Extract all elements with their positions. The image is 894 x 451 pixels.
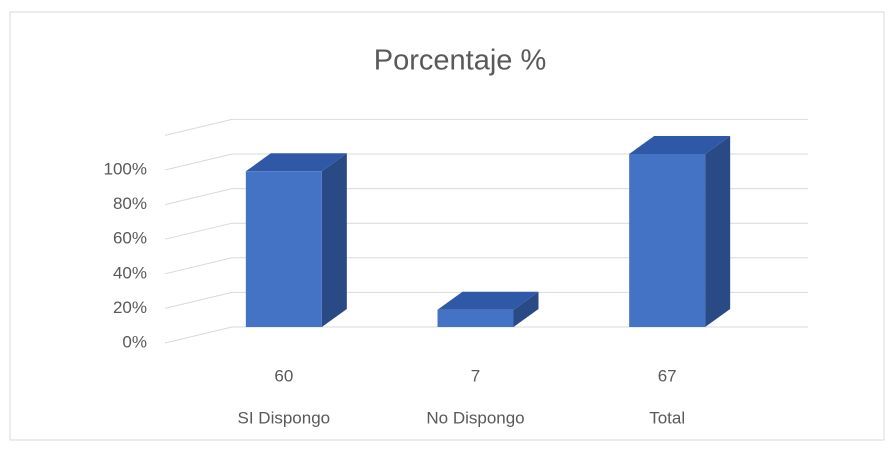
grid-line [164, 118, 808, 136]
x-tick-label: No Dispongo [426, 408, 524, 427]
bar-side [321, 153, 347, 327]
bar-top [437, 291, 539, 310]
x-tick-label: SI Dispongo [238, 408, 331, 427]
bar [437, 309, 514, 327]
bar-side [513, 291, 539, 327]
y-tick-label: 60% [113, 229, 147, 248]
y-tick-label: 0% [122, 332, 147, 351]
count-label: 7 [471, 366, 480, 385]
grid-line [164, 222, 808, 240]
grid-line [164, 291, 808, 309]
count-label: 67 [658, 366, 677, 385]
bar-side [705, 136, 731, 327]
grid-line [164, 326, 808, 344]
bar [629, 154, 706, 327]
grid-line [164, 257, 808, 275]
grid-line [164, 153, 808, 171]
y-tick-label: 80% [113, 194, 147, 213]
y-tick-label: 100% [104, 159, 147, 178]
y-tick-label: 20% [113, 298, 147, 317]
bar [245, 171, 322, 327]
x-tick-label: Total [649, 408, 685, 427]
grid-line [164, 188, 808, 206]
bar-top [245, 153, 347, 172]
chart-border [9, 11, 885, 441]
y-tick-label: 40% [113, 263, 147, 282]
bar-top [629, 136, 731, 154]
chart-title: Porcentaje % [374, 45, 547, 77]
count-label: 60 [274, 366, 293, 385]
